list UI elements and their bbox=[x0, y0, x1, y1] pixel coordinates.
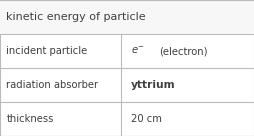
Text: thickness: thickness bbox=[6, 114, 54, 124]
Text: incident particle: incident particle bbox=[6, 46, 88, 56]
Text: radiation absorber: radiation absorber bbox=[6, 80, 99, 90]
Bar bbox=[0, 0, 254, 34]
Text: kinetic energy of particle: kinetic energy of particle bbox=[6, 12, 146, 22]
Text: $\mathit{e}^{-}$: $\mathit{e}^{-}$ bbox=[131, 46, 145, 56]
Text: (electron): (electron) bbox=[159, 46, 207, 56]
Text: yttrium: yttrium bbox=[131, 80, 176, 90]
Text: 20 cm: 20 cm bbox=[131, 114, 162, 124]
